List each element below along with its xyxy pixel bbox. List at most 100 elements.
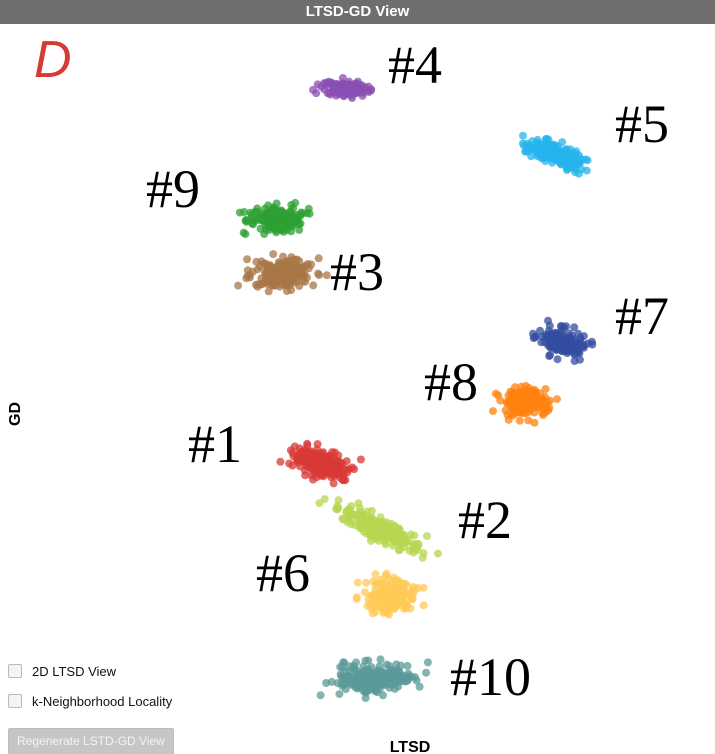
data-point [358, 91, 367, 100]
view-title: LTSD-GD View [0, 0, 715, 24]
data-point [359, 527, 368, 536]
data-point [376, 526, 385, 535]
checkbox-k-neighborhood-locality[interactable]: k-Neighborhood Locality [8, 690, 238, 712]
data-point [386, 519, 395, 528]
data-point [309, 281, 318, 290]
data-point [542, 151, 551, 160]
data-point [261, 277, 270, 286]
data-point [535, 396, 543, 405]
data-point [566, 344, 575, 353]
data-point [582, 166, 591, 175]
data-point [566, 149, 575, 158]
data-point [245, 270, 254, 279]
data-point [387, 673, 396, 682]
data-point [362, 578, 371, 587]
data-point [338, 663, 347, 672]
data-point [352, 87, 361, 96]
data-point [377, 579, 386, 588]
data-point [329, 479, 338, 488]
data-point [377, 590, 386, 599]
data-point [529, 334, 538, 342]
cluster-label-8: #8 [424, 352, 478, 412]
data-point [554, 334, 563, 343]
regenerate-view-button[interactable]: Regenerate LSTD-GD View [8, 728, 174, 754]
cluster-labels-layer: #1 #2 #3 #4 #5 #6 #7 #8 #9 #10 [146, 35, 669, 707]
cluster-6 [352, 569, 428, 619]
data-point [526, 399, 535, 408]
data-point [530, 418, 539, 427]
data-point [361, 694, 370, 703]
data-point [367, 506, 376, 515]
data-point [294, 265, 303, 274]
data-point [571, 153, 580, 162]
checkbox-2d-ltsd-view[interactable]: 2D LTSD View [8, 660, 238, 682]
data-point [367, 86, 375, 95]
data-point [398, 579, 407, 588]
data-point [519, 131, 527, 140]
data-point [549, 152, 558, 160]
data-point [514, 408, 523, 417]
data-point [298, 456, 307, 465]
cluster-label-1: #1 [188, 414, 242, 474]
data-point [365, 672, 374, 681]
data-point [371, 594, 380, 603]
data-point [371, 608, 380, 617]
data-point [375, 662, 384, 671]
data-point [575, 355, 584, 364]
data-point [409, 588, 418, 597]
data-point [252, 280, 260, 289]
data-point [298, 447, 307, 456]
data-point [405, 546, 414, 555]
data-point [419, 601, 428, 610]
data-point [366, 600, 375, 609]
data-point [314, 269, 323, 278]
data-point [320, 495, 329, 504]
data-point [307, 471, 316, 480]
data-point [352, 658, 361, 667]
data-point [422, 668, 431, 677]
data-point [316, 691, 325, 700]
data-point [423, 658, 432, 667]
checkbox-2d-ltsd-box[interactable] [8, 664, 22, 678]
data-point [523, 147, 532, 156]
data-point [402, 604, 410, 613]
data-point [553, 355, 562, 364]
data-point [335, 690, 344, 699]
data-point [332, 91, 341, 100]
data-point [262, 216, 271, 225]
data-point [325, 452, 334, 461]
data-point [281, 271, 290, 280]
data-point [541, 135, 550, 144]
cluster-7 [529, 316, 597, 365]
data-point [347, 520, 356, 529]
data-point [350, 465, 359, 474]
data-point [248, 219, 257, 228]
data-point [276, 211, 285, 220]
cluster-label-9: #9 [146, 159, 200, 219]
data-point [332, 504, 341, 513]
data-point [415, 682, 424, 691]
data-point [518, 139, 527, 148]
checkbox-k-neighborhood-label: k-Neighborhood Locality [32, 693, 173, 709]
cluster-label-4: #4 [388, 35, 442, 95]
scatter-plot[interactable]: #1 #2 #3 #4 #5 #6 #7 #8 #9 #10 GD LTSD [0, 24, 715, 754]
data-point [373, 688, 382, 697]
cluster-label-10: #10 [450, 647, 531, 707]
data-point [391, 583, 400, 592]
data-point [394, 531, 403, 540]
data-point [288, 212, 297, 221]
data-point [583, 339, 592, 348]
data-point [348, 94, 357, 102]
data-point [540, 338, 549, 347]
data-point [382, 596, 391, 605]
data-point [254, 214, 263, 223]
checkbox-k-neighborhood-box[interactable] [8, 694, 22, 708]
data-point [385, 604, 394, 612]
points-layer [234, 74, 597, 703]
cluster-4 [309, 74, 376, 102]
data-point [367, 663, 376, 671]
data-point [356, 455, 365, 464]
data-point [403, 661, 412, 670]
data-point [289, 256, 297, 264]
data-point [574, 169, 583, 178]
